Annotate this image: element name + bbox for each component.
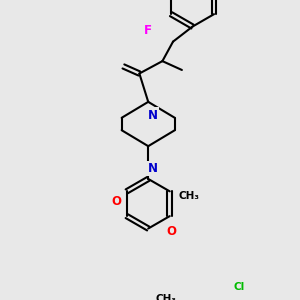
Text: CH₃: CH₃	[178, 191, 200, 201]
Text: O: O	[111, 195, 121, 208]
Text: N: N	[148, 162, 158, 175]
Text: N: N	[148, 109, 158, 122]
Text: F: F	[144, 24, 152, 37]
Text: O: O	[166, 225, 176, 238]
Text: CH₃: CH₃	[155, 294, 176, 300]
Text: Cl: Cl	[233, 282, 244, 292]
